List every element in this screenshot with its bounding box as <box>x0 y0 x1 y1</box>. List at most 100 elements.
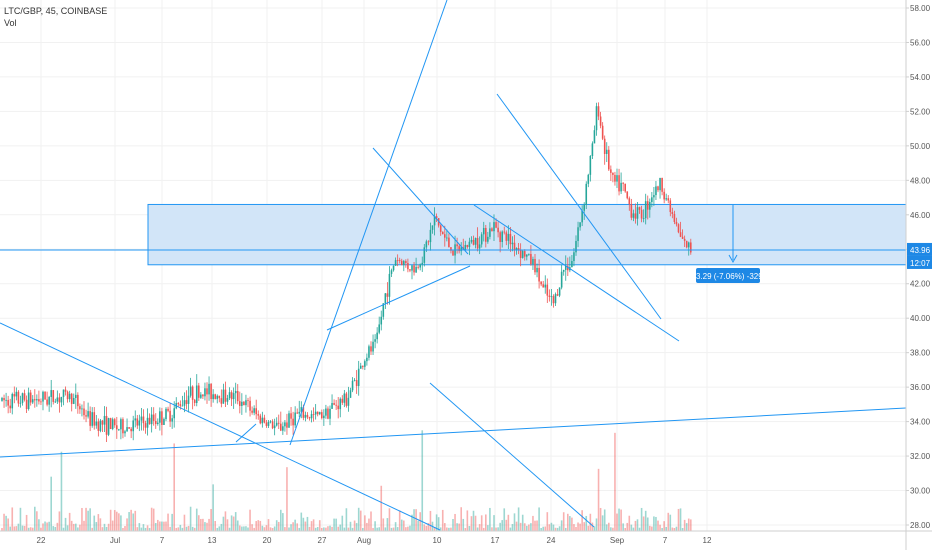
candle-body <box>36 399 38 401</box>
candle-body <box>308 417 311 419</box>
volume-bar <box>167 513 169 531</box>
candle-body <box>661 177 663 192</box>
volume-bar <box>450 527 452 531</box>
volume-bar <box>101 527 104 531</box>
volume-bar <box>378 527 380 531</box>
volume-bar <box>667 512 670 531</box>
candle-body <box>681 236 684 239</box>
candle-body <box>136 418 139 426</box>
candle-body <box>103 415 106 425</box>
volume-bar <box>464 527 467 531</box>
volume-bar <box>93 515 96 531</box>
candle-body <box>503 231 506 233</box>
candle-body <box>542 284 544 288</box>
volume-bar <box>323 527 325 531</box>
candle-body <box>142 416 145 424</box>
volume-bar <box>468 526 471 531</box>
volume-bar <box>372 527 374 531</box>
volume-bar <box>349 521 352 531</box>
volume-bar <box>70 520 73 531</box>
candle-body <box>653 195 655 198</box>
candle-body <box>519 250 522 258</box>
candle-body <box>599 116 602 126</box>
candle-body <box>70 393 73 404</box>
candle-body <box>52 390 55 402</box>
candle-body <box>651 197 653 203</box>
candle-body <box>111 419 114 430</box>
volume-bar <box>489 507 491 531</box>
candle-body <box>546 284 549 296</box>
candle-body <box>60 396 63 403</box>
volume-bar <box>610 527 612 531</box>
candle-body <box>345 393 348 406</box>
volume-bar <box>583 522 585 531</box>
price-tick-label: 54.00 <box>910 73 931 82</box>
candle-body <box>146 417 149 428</box>
volume-bar <box>454 513 456 531</box>
candle-body <box>448 237 450 248</box>
volume-bar <box>681 527 684 531</box>
volume-bar <box>472 510 475 531</box>
candle-body <box>374 339 376 342</box>
candle-body <box>273 425 276 429</box>
candle-body <box>144 423 147 428</box>
candle-body <box>409 269 411 271</box>
volume-bar <box>523 523 526 531</box>
volume-bar <box>687 518 690 531</box>
volume-bar <box>179 524 182 531</box>
volume-bar <box>638 527 641 531</box>
candle-body <box>690 242 692 253</box>
candle-body <box>341 398 344 403</box>
candle-body <box>513 242 516 250</box>
volume-bar <box>663 521 665 531</box>
candle-body <box>474 238 477 245</box>
volume-bar <box>491 527 493 531</box>
candle-body <box>72 398 75 404</box>
candle-body <box>163 419 165 425</box>
candle-body <box>337 405 339 410</box>
candle-body <box>113 419 116 426</box>
candle-body <box>23 393 26 400</box>
volume-bar <box>413 509 415 531</box>
volume-bar <box>366 522 368 531</box>
volume-bar <box>304 521 307 531</box>
candle-body <box>554 294 557 304</box>
candle-body <box>628 198 631 205</box>
candle-body <box>413 265 415 273</box>
candle-body <box>245 400 247 406</box>
candle-body <box>646 201 649 210</box>
candle-body <box>159 411 161 423</box>
volume-bar <box>150 507 153 531</box>
volume-bar <box>261 525 264 531</box>
candle-body <box>208 383 210 395</box>
candle-body <box>29 392 32 403</box>
volume-bar <box>567 513 569 531</box>
candle-body <box>386 293 389 297</box>
volume-bar <box>154 522 157 531</box>
candle-body <box>124 431 126 434</box>
candle-body <box>644 201 647 219</box>
candle-body <box>589 155 592 175</box>
volume-bar <box>3 513 5 531</box>
candle-body <box>415 266 417 273</box>
volume-bar <box>415 509 417 531</box>
candle-body <box>458 246 460 252</box>
candle-body <box>523 251 526 257</box>
volume-bar <box>614 432 616 531</box>
candle-body <box>583 204 585 211</box>
candle-body <box>189 386 192 396</box>
candle-body <box>515 248 518 250</box>
last-price-label: 43.96 <box>910 246 931 255</box>
volume-bar <box>312 519 315 531</box>
trend-line <box>289 0 448 446</box>
volume-bar <box>675 526 678 531</box>
trend-line <box>429 382 595 528</box>
candle-body <box>620 182 622 192</box>
candle-body <box>140 416 143 421</box>
volume-bar <box>470 516 473 531</box>
candle-body <box>349 390 352 398</box>
candle-body <box>66 391 69 400</box>
candle-body <box>236 391 239 402</box>
